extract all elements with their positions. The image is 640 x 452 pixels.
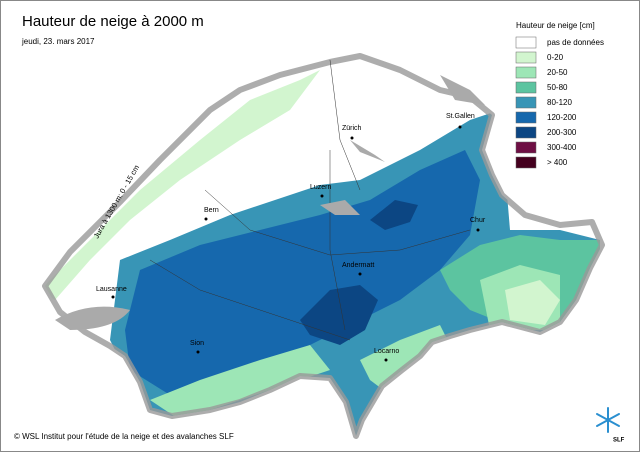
city-label: Luzern — [310, 184, 332, 191]
region-20-50-south — [150, 345, 330, 420]
legend: pas de données 0-20 20-50 50-80 80-120 120-20… — [515, 36, 604, 169]
legend-swatch — [515, 156, 537, 169]
city-dot — [320, 194, 324, 198]
legend-label: 80-120 — [547, 98, 572, 107]
city-dot — [350, 136, 354, 140]
city-dot — [476, 228, 480, 232]
legend-label: 0-20 — [547, 53, 564, 62]
logo-snowflake — [596, 407, 620, 433]
title: Hauteur de neige à 2000 m — [22, 13, 204, 30]
copyright: © WSL Institut pour l'étude de la neige … — [14, 432, 234, 441]
legend-label: 120-200 — [547, 113, 577, 122]
city-label: Sion — [190, 340, 204, 347]
region-jura — [45, 70, 320, 300]
city-dot — [111, 295, 115, 299]
legend-swatch — [515, 96, 537, 109]
legend-label: 300-400 — [547, 143, 577, 152]
city-dot — [196, 350, 200, 354]
country-border — [42, 53, 605, 439]
city-dot — [358, 272, 362, 276]
lake-geneva — [55, 306, 130, 330]
legend-label: > 400 — [547, 158, 568, 167]
lake-lucerne — [320, 200, 360, 215]
legend-label: 200-300 — [547, 128, 577, 137]
city-label: Andermatt — [342, 262, 374, 269]
city-dot — [204, 217, 208, 221]
legend-label: 50-80 — [547, 83, 568, 92]
region-20-50-ticino — [360, 325, 450, 395]
legend-swatch — [515, 81, 537, 94]
city-label: St.Gallen — [446, 113, 475, 120]
city-label: Locarno — [374, 348, 399, 355]
logo-text: SLF — [613, 438, 625, 444]
city-label: Lausanne — [96, 286, 127, 293]
region-200-300-north — [370, 200, 418, 230]
region-0-20-east — [505, 280, 560, 325]
lake-zurich — [350, 140, 385, 162]
legend-label: pas de données — [547, 38, 604, 47]
legend-swatch — [515, 36, 537, 49]
city-dot — [384, 358, 388, 362]
city-label: Bern — [204, 207, 219, 214]
legend-swatch — [515, 51, 537, 64]
legend-swatch — [515, 126, 537, 139]
legend-title: Hauteur de neige [cm] — [516, 21, 595, 30]
legend-swatch — [515, 66, 537, 79]
canton-borders — [149, 59, 471, 341]
city-dot — [458, 125, 462, 129]
cities: Zürich St.Gallen Luzern Bern Chur Anderm… — [96, 113, 486, 362]
legend-swatch — [515, 111, 537, 124]
lake-constance — [440, 75, 485, 105]
legend-swatch — [515, 141, 537, 154]
legend-label: 20-50 — [547, 68, 568, 77]
city-label: Zürich — [342, 125, 362, 132]
city-label: Chur — [470, 217, 486, 224]
date: jeudi, 23. mars 2017 — [21, 37, 95, 46]
